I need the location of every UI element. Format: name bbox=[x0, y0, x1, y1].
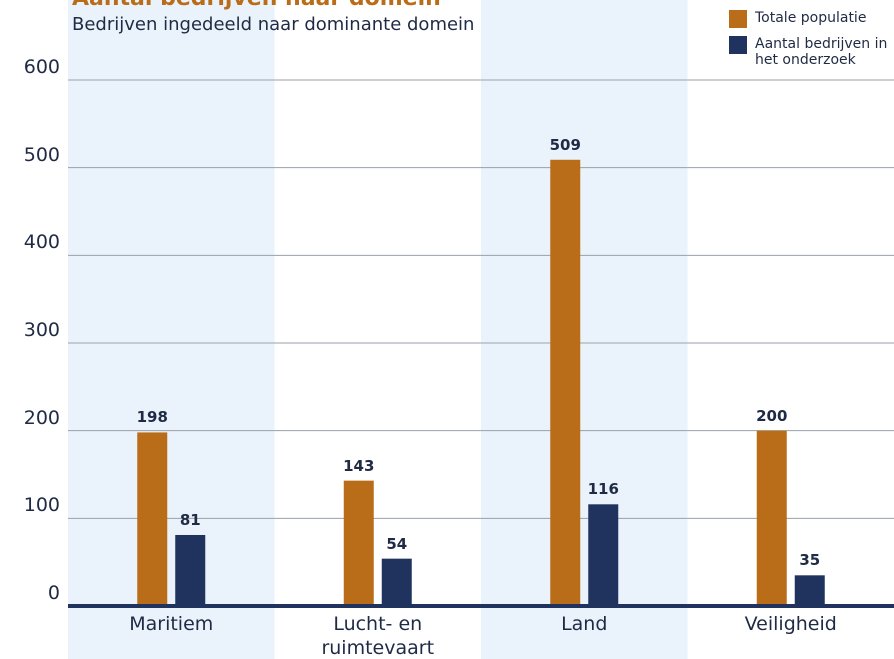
y-tick-label: 600 bbox=[23, 56, 60, 78]
x-tick-label: Lucht- en ruimtevaart bbox=[321, 613, 435, 659]
x-tick-label: Maritiem bbox=[129, 613, 214, 635]
y-tick-label: 400 bbox=[23, 231, 60, 254]
value-label: 116 bbox=[587, 480, 619, 499]
y-tick-label: 100 bbox=[23, 494, 60, 517]
bar bbox=[137, 432, 168, 606]
bar bbox=[550, 159, 581, 606]
x-tick-label: Land bbox=[561, 613, 608, 635]
y-tick-label: 300 bbox=[23, 319, 60, 341]
bar bbox=[756, 430, 787, 606]
band bbox=[68, 0, 275, 659]
value-label: 200 bbox=[756, 406, 788, 425]
value-label: 81 bbox=[179, 510, 201, 529]
y-tick-label: 200 bbox=[23, 406, 60, 429]
legend-swatch bbox=[729, 36, 747, 54]
x-tick-label: Veiligheid bbox=[744, 613, 837, 635]
y-tick-label: 500 bbox=[23, 143, 60, 166]
chart-subtitle: Bedrijven ingedeeld naar dominante domei… bbox=[72, 14, 475, 35]
y-tick-label: 0 bbox=[47, 582, 60, 604]
legend-label: Aantal bedrijven in het onderzoek bbox=[755, 36, 888, 68]
bar bbox=[175, 534, 206, 606]
band bbox=[481, 0, 688, 659]
legend-label: Totale populatie bbox=[755, 10, 867, 26]
bar bbox=[381, 558, 412, 606]
value-label: 509 bbox=[549, 135, 581, 154]
bar bbox=[794, 575, 825, 606]
value-label: 198 bbox=[136, 408, 168, 427]
bar bbox=[588, 504, 619, 606]
value-label: 35 bbox=[799, 551, 821, 570]
value-label: 54 bbox=[386, 534, 408, 553]
legend-swatch bbox=[729, 10, 747, 28]
bar bbox=[343, 480, 374, 606]
chart-title: Aantal bedrijven naar domein bbox=[72, 0, 441, 11]
value-label: 143 bbox=[343, 456, 375, 475]
